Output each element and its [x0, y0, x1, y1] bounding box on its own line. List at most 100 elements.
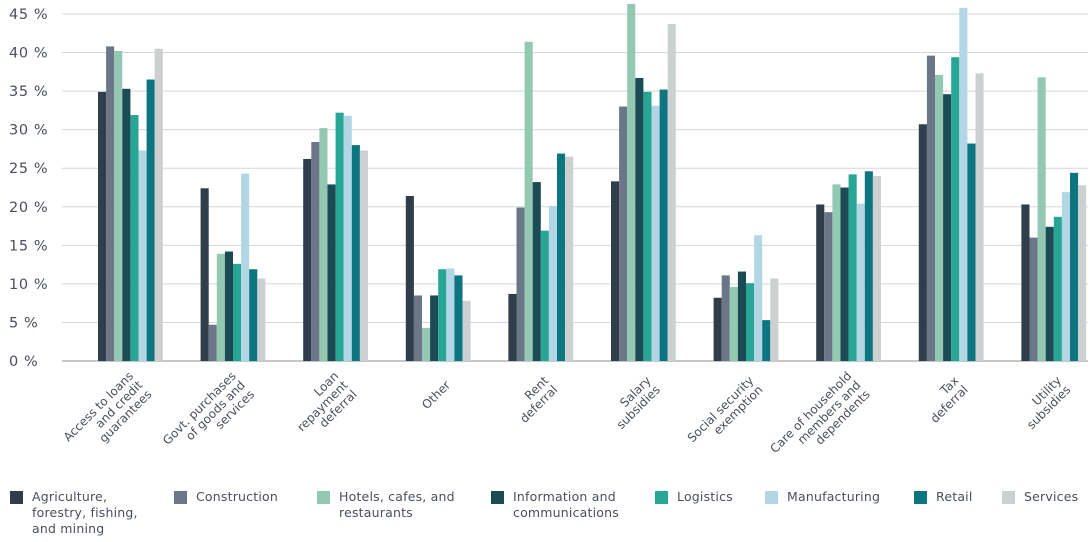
legend-item: Manufacturing: [765, 489, 880, 505]
bar: [1029, 237, 1038, 361]
y-tick-label: 5 %: [9, 315, 38, 331]
legend-label-line: Services: [1024, 489, 1079, 504]
bar: [146, 79, 155, 362]
bar: [1061, 192, 1070, 361]
legend-item: Retail: [914, 489, 973, 505]
bar: [1053, 216, 1062, 361]
y-tick-label: 35 %: [9, 84, 48, 100]
legend-label: Information and communications: [513, 489, 619, 521]
y-tick-label: 30 %: [9, 123, 48, 139]
legend-label-line: Construction: [196, 489, 278, 504]
bar: [106, 46, 115, 362]
bar: [967, 143, 976, 361]
y-tick-label: 25 %: [9, 161, 48, 177]
y-tick-label: 45 %: [9, 7, 48, 23]
bar: [824, 212, 833, 361]
bar: [430, 295, 439, 361]
y-tick-label: 20 %: [9, 200, 48, 216]
bar: [303, 158, 312, 361]
legend-label-line: Agriculture,: [32, 489, 108, 504]
legend-swatch: [1002, 491, 1015, 504]
legend-label: Hotels, cafes, and restaurants: [339, 489, 455, 521]
bar: [926, 55, 935, 361]
bar: [975, 73, 984, 362]
bar: [216, 253, 225, 361]
bar: [816, 204, 825, 361]
bar: [508, 293, 517, 361]
bar: [327, 184, 336, 361]
y-tick-label: 0 %: [9, 354, 38, 370]
bar: [130, 115, 139, 361]
y-tick-label: 10 %: [9, 277, 48, 293]
legend-label-line: communications: [513, 505, 619, 520]
y-tick-label: 40 %: [9, 46, 48, 62]
legend-swatch: [491, 491, 504, 504]
bar: [659, 89, 668, 362]
legend-label-line: and mining: [32, 521, 105, 536]
bar: [943, 94, 952, 361]
bar: [319, 128, 328, 361]
x-tick-label: Other: [419, 378, 453, 412]
bar: [241, 173, 250, 361]
bar: [635, 78, 644, 361]
bar: [351, 145, 360, 361]
bar: [864, 171, 873, 361]
bar: [872, 175, 881, 361]
bar: [754, 235, 763, 361]
bar: [548, 206, 557, 361]
bar: [233, 263, 242, 361]
legend-label: Agriculture, forestry, fishing, and mining: [32, 489, 138, 537]
legend-item: Construction: [174, 489, 278, 505]
bar: [98, 91, 107, 361]
legend-swatch: [174, 491, 187, 504]
legend-item: Services: [1002, 489, 1078, 505]
bar: [359, 150, 368, 361]
bar: [651, 105, 660, 361]
bar: [335, 112, 344, 361]
bar: [154, 48, 163, 361]
bars: [98, 3, 1087, 362]
legend-label: Services: [1024, 489, 1078, 505]
bar: [619, 106, 628, 362]
bar: [1045, 226, 1054, 361]
bar: [446, 268, 455, 361]
legend-item: Agriculture, forestry, fishing, and mining: [10, 489, 138, 537]
bar: [405, 195, 414, 361]
legend-label-line: Hotels, cafes, and: [339, 489, 455, 504]
bar: [200, 188, 209, 361]
bar-chart: 0 % 5 % 10 % 15 % 20 % 25 % 30 % 35 % 40 % 45 % A…: [9, 3, 1088, 456]
bar: [737, 271, 746, 361]
bar: [918, 124, 927, 361]
bar: [208, 324, 217, 361]
legend: Agriculture, forestry, fishing, and mining…: [0, 489, 1090, 542]
bar: [856, 203, 865, 361]
bar: [721, 275, 730, 361]
legend-swatch: [10, 491, 23, 504]
bar: [462, 300, 471, 361]
bar: [935, 74, 944, 361]
bar: [667, 24, 676, 361]
legend-label-line: Logistics: [677, 489, 733, 504]
legend-label: Manufacturing: [787, 489, 880, 505]
y-axis-tick-labels: 0 % 5 % 10 % 15 % 20 % 25 % 30 % 35 % 40 % 45 %: [9, 7, 48, 370]
legend-item: Hotels, cafes, and restaurants: [317, 489, 455, 521]
bar: [114, 51, 123, 361]
legend-swatch: [914, 491, 927, 504]
x-tick-label-line: Other: [419, 378, 453, 412]
bar: [1078, 185, 1087, 361]
bar: [565, 156, 574, 361]
legend-label-line: forestry, fishing,: [32, 505, 138, 520]
bar: [643, 91, 652, 361]
bar: [959, 7, 968, 361]
legend-swatch: [655, 491, 668, 504]
bar: [848, 174, 857, 361]
y-tick-label: 15 %: [9, 238, 48, 254]
bar: [762, 320, 771, 361]
bar: [557, 153, 566, 361]
legend-label: Retail: [936, 489, 973, 505]
bar: [729, 286, 738, 361]
